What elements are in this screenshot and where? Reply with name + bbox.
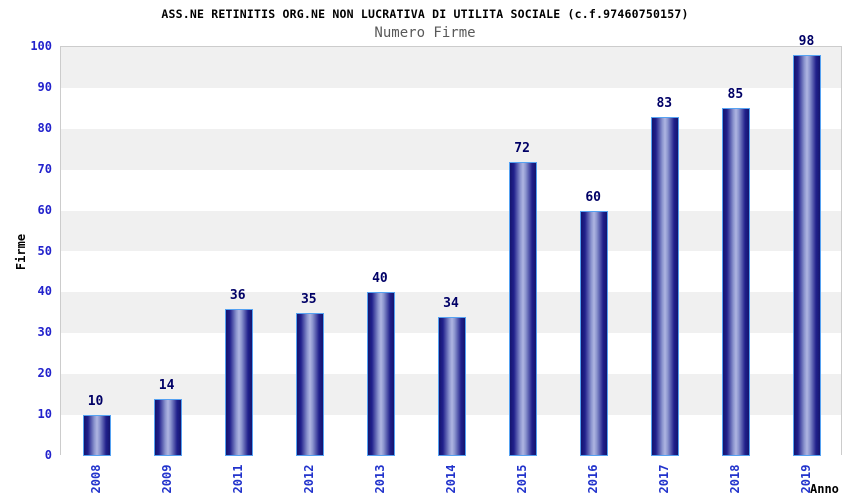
value-label-2016: 60	[585, 189, 601, 205]
y-tick-label: 90	[37, 79, 52, 94]
y-tick-label: 50	[37, 243, 52, 258]
x-category-label-2009: 2009	[159, 464, 174, 494]
y-tick-label: 80	[37, 120, 52, 135]
value-label-2011: 36	[229, 287, 246, 303]
grid-band	[61, 128, 841, 170]
chart-subtitle: Numero Firme	[374, 25, 476, 41]
grid-band	[61, 169, 841, 211]
grid-band	[61, 210, 841, 252]
value-label-2014: 34	[443, 295, 459, 311]
x-category-label-2016: 2016	[586, 464, 601, 494]
bar-2008	[82, 415, 111, 456]
value-label-2008: 10	[87, 394, 104, 410]
y-tick-label: 30	[37, 325, 52, 340]
y-tick-label: 100	[30, 39, 52, 53]
bar-2011	[224, 308, 253, 456]
chart-title: ASS.NE RETINITIS ORG.NE NON LUCRATIVA DI…	[161, 7, 689, 21]
value-label-2012: 35	[300, 291, 317, 307]
x-category-label-2014: 2014	[444, 464, 458, 494]
value-label-2018: 85	[727, 87, 744, 103]
bar-2009	[153, 398, 182, 456]
y-tick-label: 10	[37, 407, 52, 422]
bar-2016	[580, 210, 609, 456]
x-category-label-2013: 2013	[372, 464, 387, 494]
bar-2014	[438, 316, 466, 456]
value-label-2017: 83	[656, 95, 673, 111]
x-category-label-2011: 2011	[230, 464, 245, 494]
value-label-2015: 72	[514, 140, 530, 156]
value-label-2013: 40	[372, 271, 388, 287]
grid-band	[61, 47, 841, 88]
bar-2015	[509, 161, 538, 456]
bar-2018	[722, 108, 751, 456]
x-category-label-2008: 2008	[88, 464, 103, 494]
x-category-label-2018: 2018	[728, 464, 743, 494]
value-label-2019: 98	[798, 34, 815, 50]
grid-band	[61, 87, 841, 129]
y-tick-label: 20	[37, 366, 52, 381]
x-category-label-2012: 2012	[301, 464, 316, 494]
x-category-label-2017: 2017	[657, 464, 672, 494]
bar-2017	[651, 116, 680, 456]
x-category-label-2015: 2015	[515, 464, 530, 494]
bar-2019	[793, 55, 822, 456]
y-tick-label: 0	[44, 448, 52, 462]
y-tick-label: 40	[37, 284, 52, 299]
grid-band	[61, 251, 841, 293]
value-label-2009: 14	[158, 377, 175, 393]
y-tick-label: 60	[37, 202, 52, 217]
plot-area	[60, 46, 842, 456]
y-tick-label: 70	[37, 161, 52, 176]
bar-2013	[366, 292, 395, 456]
x-axis-title: Anno	[810, 482, 839, 496]
bar-2012	[295, 312, 324, 456]
